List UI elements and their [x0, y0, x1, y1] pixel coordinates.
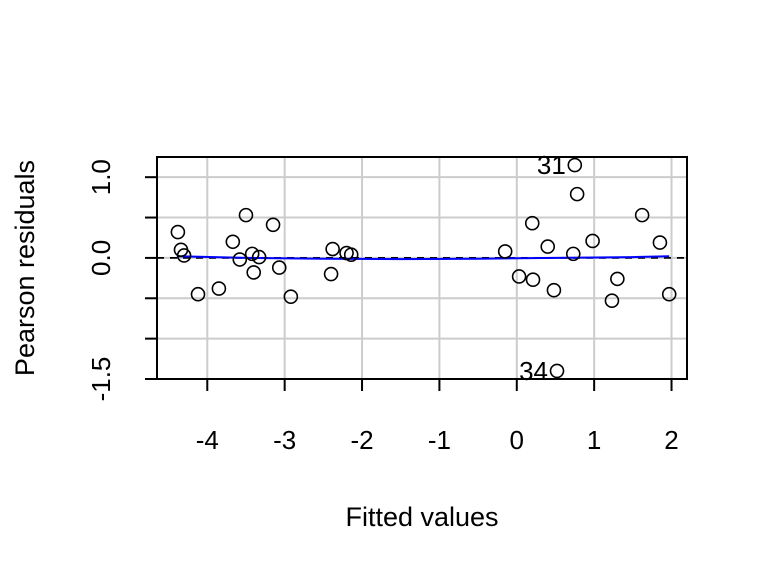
data-point [271, 260, 287, 275]
data-point [323, 266, 339, 282]
x-tick-label: 1 [587, 425, 601, 455]
data-point [170, 224, 186, 240]
data-point [565, 246, 581, 262]
data-point [232, 252, 248, 267]
annotations-layer: 34 31 [519, 150, 566, 386]
y-tick-label: -1.5 [86, 357, 116, 402]
x-tick-label: -1 [428, 425, 451, 455]
points-layer [170, 157, 677, 379]
data-point [343, 247, 359, 262]
data-point [325, 241, 340, 257]
x-tick-label: 0 [510, 425, 524, 455]
data-point [567, 157, 583, 173]
data-point [634, 207, 650, 223]
data-point [540, 239, 556, 254]
data-point [604, 293, 620, 308]
data-point [585, 233, 600, 249]
plot-frame [156, 156, 688, 380]
data-point [511, 269, 527, 284]
data-point [524, 215, 540, 231]
y-tick-label: 0.0 [86, 240, 116, 276]
grid-lines [157, 157, 687, 380]
data-point [525, 272, 541, 288]
data-point [211, 281, 227, 296]
data-point [546, 282, 562, 298]
x-tick-label: -4 [196, 425, 219, 455]
x-axis-label: Fitted values [345, 502, 498, 532]
y-tick-label: 1.0 [86, 159, 116, 195]
y-axis-label: Pearson residuals [10, 160, 40, 376]
data-point [661, 286, 677, 302]
smoother-layer [177, 255, 670, 261]
x-tick-label: -2 [350, 425, 373, 455]
data-point [244, 246, 260, 262]
data-point [652, 235, 668, 250]
data-point [610, 271, 625, 287]
point-label: 31 [537, 150, 566, 180]
data-point [549, 363, 565, 379]
data-point [569, 186, 585, 202]
point-label: 34 [519, 356, 548, 386]
x-tick-label: 2 [664, 425, 678, 455]
data-point [246, 265, 262, 280]
x-tick-label: -3 [273, 425, 296, 455]
data-point [190, 286, 206, 302]
data-point [225, 234, 241, 250]
data-point [283, 289, 299, 304]
data-point [265, 217, 281, 233]
smoother-line [177, 255, 670, 261]
data-point [251, 249, 267, 265]
data-point [238, 207, 254, 223]
data-point [497, 244, 513, 259]
axes-layer: -4 -3 -2 -1 0 1 2 -1.5 0.0 1.0 [86, 159, 679, 455]
data-point [176, 248, 192, 263]
